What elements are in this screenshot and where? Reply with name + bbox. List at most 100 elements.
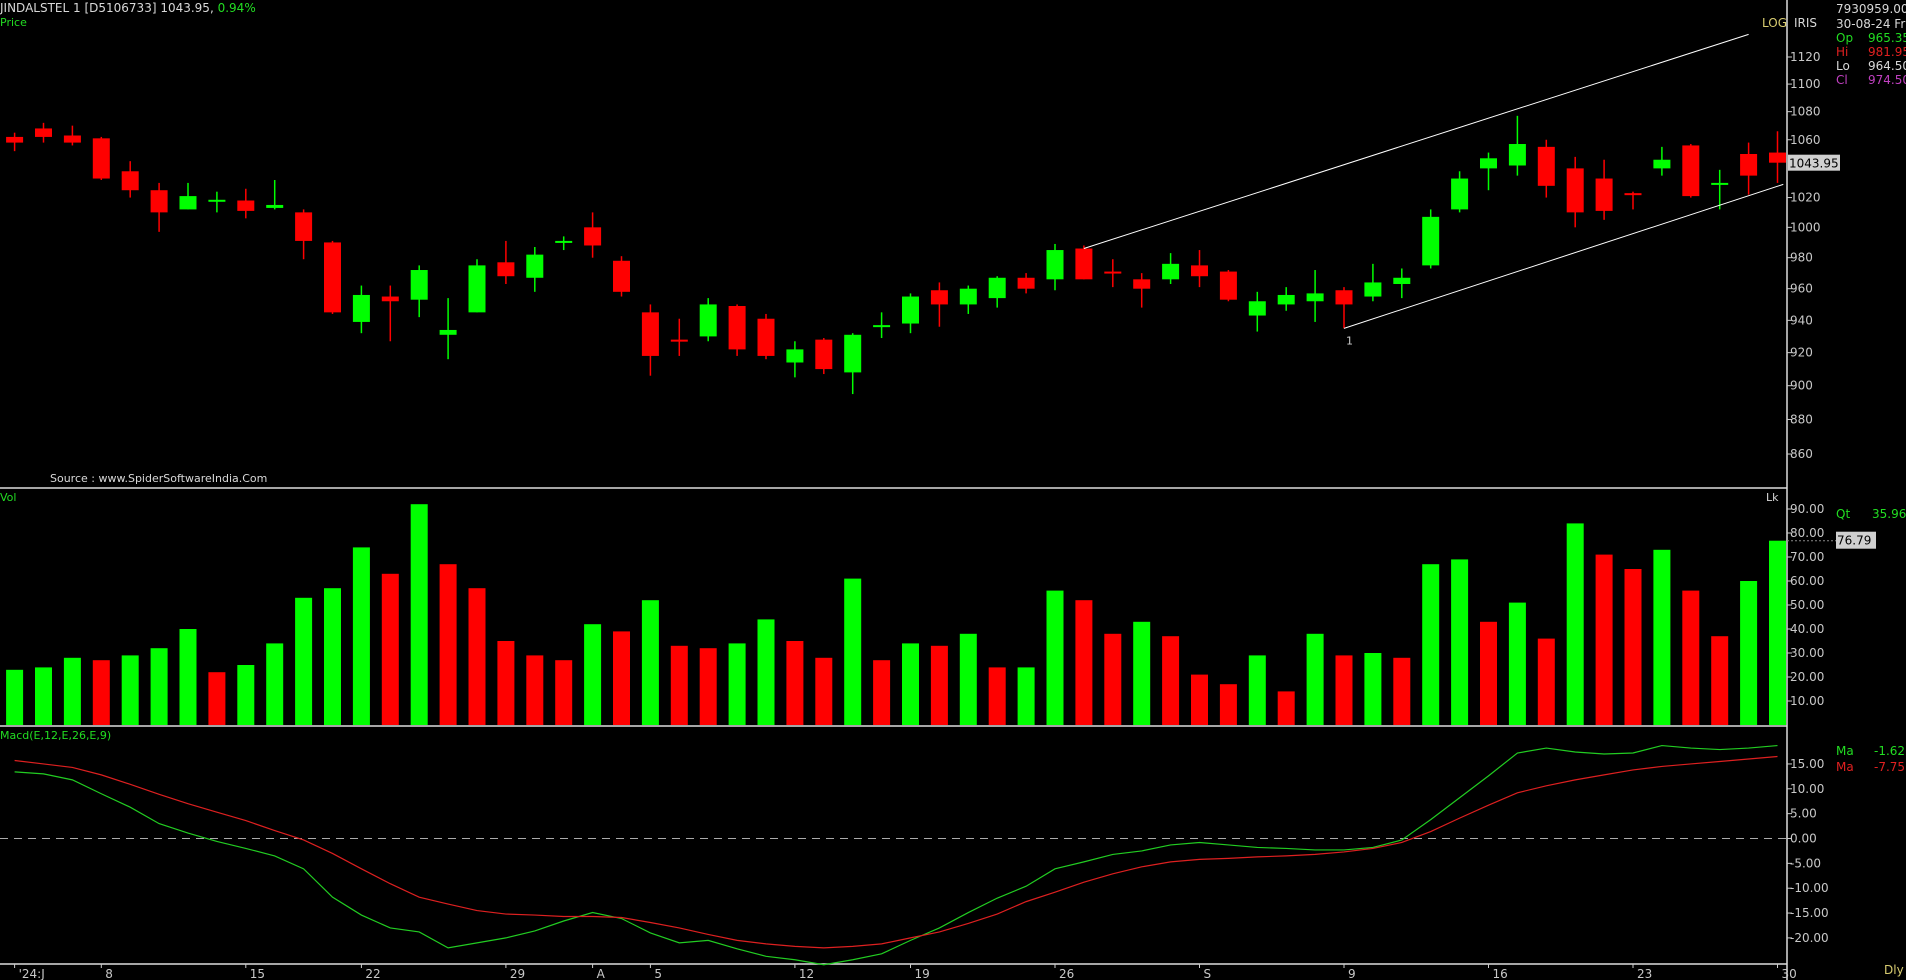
info-ma1-value: -1.62: [1874, 744, 1906, 758]
volume-bar: [6, 669, 24, 725]
info-ma2-value: -7.75: [1874, 760, 1906, 774]
volume-axis-label: 30.00: [1790, 646, 1824, 660]
volume-bar: [1653, 549, 1671, 725]
candle-down: [497, 262, 515, 277]
time-axis-label: 26: [1059, 967, 1074, 980]
candle-down: [1191, 265, 1208, 277]
macd-axis-label: 15.00: [1790, 757, 1824, 771]
macd-axis-label: -5.00: [1790, 856, 1821, 870]
time-axis-label: 23: [1637, 967, 1652, 980]
candle-down: [815, 339, 833, 370]
candle-down: [670, 339, 688, 342]
time-axis-label: A: [597, 967, 606, 980]
price-axis-label: 880: [1790, 412, 1813, 426]
period-label[interactable]: Dly: [1884, 963, 1904, 977]
volume-axis-label: 10.00: [1790, 694, 1824, 708]
volume-bar: [1682, 590, 1700, 725]
info-qt-value: 35.96: [1872, 507, 1906, 521]
info-cl-label: Cl: [1836, 73, 1848, 87]
candle-up: [1162, 263, 1180, 280]
time-axis-label: 19: [915, 967, 930, 980]
price-axis-label: 1020: [1790, 191, 1821, 205]
volume-bar: [959, 633, 977, 725]
candle-down: [1624, 193, 1642, 196]
price-axis-label: 960: [1790, 282, 1813, 296]
volume-bar: [1508, 602, 1526, 725]
volume-bar: [670, 645, 688, 725]
source-credit: Source : www.SpiderSoftwareIndia.Com: [50, 472, 268, 485]
price-axis-label: 1100: [1790, 77, 1821, 91]
candle-up: [1364, 282, 1382, 297]
candle-down: [35, 128, 52, 137]
price-axis-label: 1120: [1790, 50, 1821, 64]
volume-bar: [1248, 655, 1266, 725]
info-ma2-label: Ma: [1836, 760, 1854, 774]
volume-bar: [786, 641, 804, 725]
volume-bar: [1422, 564, 1440, 725]
info-op-label: Op: [1836, 31, 1854, 45]
macd-axis-label: -20.00: [1790, 931, 1829, 945]
price-axis-label: 920: [1790, 346, 1813, 360]
candle-up: [526, 254, 544, 278]
info-lo-label: Lo: [1836, 59, 1850, 73]
volume-bar: [63, 657, 81, 725]
candle-up: [352, 294, 370, 322]
candle-up: [1277, 294, 1295, 305]
volume-bar: [584, 624, 602, 725]
candle-down: [92, 138, 110, 179]
volume-bar: [92, 660, 110, 725]
time-axis-label: '24:J: [19, 967, 45, 980]
price-axis-label: 1080: [1790, 105, 1821, 119]
iris-label: IRIS: [1794, 16, 1818, 30]
time-axis-label: 12: [799, 967, 814, 980]
volume-bar: [179, 629, 197, 725]
volume-axis-label: 60.00: [1790, 574, 1824, 588]
info-volume-total: 7930959.00: [1836, 2, 1906, 16]
time-axis-label: 16: [1493, 967, 1508, 980]
price-axis-label: 1000: [1790, 220, 1821, 234]
volume-axis-label: 20.00: [1790, 670, 1824, 684]
volume-bar: [121, 655, 139, 725]
volume-bar: [35, 667, 52, 725]
candle-up: [699, 304, 717, 337]
change-percent: 0.94%: [217, 1, 256, 15]
time-axis-label: 29: [510, 967, 525, 980]
candle-up: [873, 325, 891, 328]
info-date: 30-08-24 Fri: [1836, 17, 1906, 31]
candle-down: [641, 312, 659, 356]
candle-down: [381, 296, 399, 302]
volume-bar: [613, 631, 630, 725]
candle-down: [237, 200, 255, 211]
price-axis-label: 980: [1790, 251, 1813, 265]
volume-bar: [1480, 621, 1497, 725]
macd-axis-label: 0.00: [1790, 832, 1817, 846]
volume-axis-label: 40.00: [1790, 622, 1824, 636]
candle-down: [6, 136, 24, 143]
price-panel-label: Price: [0, 16, 27, 29]
volume-bar: [439, 564, 457, 725]
candle-up: [1480, 158, 1497, 169]
volume-unit-label: Lk: [1766, 491, 1779, 504]
volume-bar: [1769, 540, 1786, 725]
volume-bar: [1017, 667, 1035, 725]
candle-up: [1422, 216, 1440, 266]
log-scale-toggle[interactable]: LOG: [1762, 16, 1788, 30]
candle-up: [439, 329, 457, 335]
candle-up: [266, 204, 284, 208]
macd-axis-label: 5.00: [1790, 807, 1817, 821]
volume-bar: [1537, 638, 1555, 725]
candle-down: [1335, 290, 1353, 305]
candle-up: [902, 296, 919, 324]
info-lo-value: 964.50: [1868, 59, 1906, 73]
candle-up: [1046, 250, 1064, 280]
candle-down: [930, 290, 948, 305]
volume-axis-label: 50.00: [1790, 598, 1824, 612]
candle-down: [121, 171, 139, 191]
candle-up: [1306, 293, 1324, 302]
volume-bar: [757, 619, 775, 725]
macd-axis-label: 10.00: [1790, 782, 1824, 796]
volume-axis-label: 80.00: [1790, 526, 1824, 540]
volume-bar: [728, 643, 746, 725]
volume-bar: [1075, 600, 1093, 725]
channel-trendline: [1083, 33, 1749, 249]
